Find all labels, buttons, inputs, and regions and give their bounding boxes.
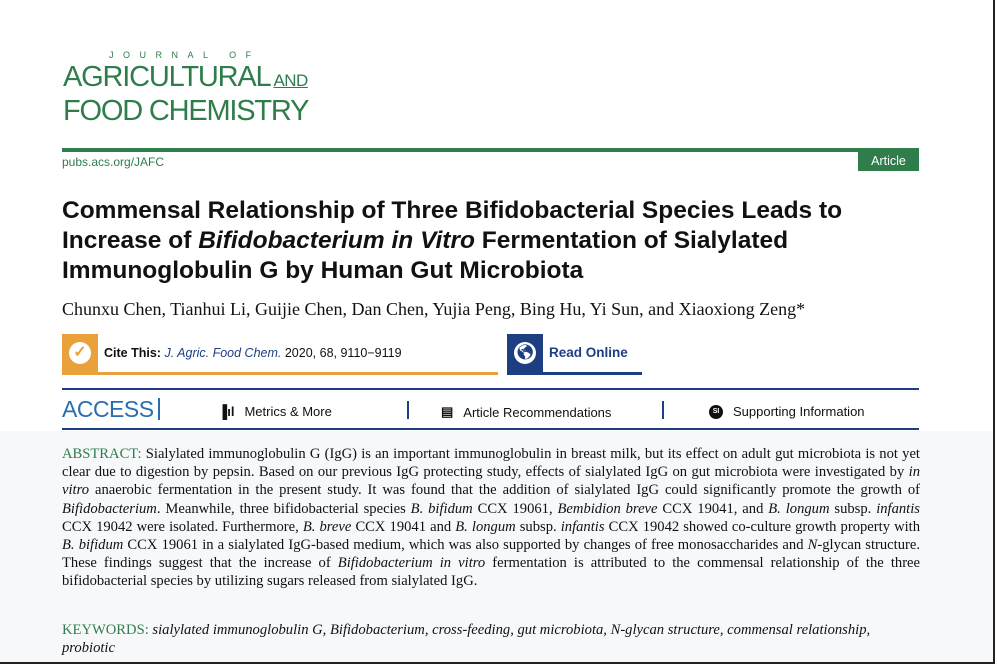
abstract-segment: anaerobic fermentation in the present st… [89, 482, 920, 499]
access-pipe [157, 398, 160, 420]
abstract-label: ABSTRACT: [62, 446, 142, 462]
journal-logo: JOURNAL OF AGRICULTURAL AND FOOD CHEMISTR… [63, 50, 309, 127]
si-icon: SI [709, 404, 723, 419]
abstract-segment: CCX 19061 in a sialylated IgG-based medi… [123, 537, 808, 554]
logo-journal-of: JOURNAL OF [109, 50, 261, 60]
abstract-segment: B. bifidum [62, 537, 124, 554]
keywords-text: sialylated immunoglobulin G, Bifidobacte… [62, 622, 871, 657]
article-type-badge: Article [858, 151, 919, 171]
title-part-2: Fermentation of Sialylated Immunoglobuli… [62, 227, 789, 284]
window-border-right [993, 0, 995, 664]
tab-separator [662, 401, 664, 419]
tab-article-recommendations[interactable]: ▤ Article Recommendations [441, 404, 611, 420]
cite-journal: J. Agric. Food Chem. [164, 346, 282, 360]
window-border-bottom [0, 662, 995, 664]
bar-chart-icon: ▐ıl [218, 404, 235, 419]
abstract-segment: CCX 19041 and [351, 518, 456, 535]
logo-agricultural: AGRICULTURAL [63, 61, 272, 93]
access-bar-bottom-rule [62, 428, 919, 430]
abstract-segment: CCX 19042 showed co-culture growth prope… [604, 518, 921, 535]
abstract-segment: -glycan structure. These findings sugges… [62, 537, 920, 572]
abstract-body: Sialylated immunoglobulin G (IgG) is an … [62, 446, 920, 589]
abstract-segment: infantis [876, 500, 920, 517]
abstract-segment: B. breve [302, 518, 352, 535]
read-online-button[interactable]: 🌎︎ Read Online [507, 334, 642, 375]
abstract-background [0, 431, 993, 662]
abstract-segment: infantis [560, 518, 605, 535]
access-text: ACCESS [62, 396, 154, 422]
tab-supporting-information[interactable]: SI Supporting Information [709, 404, 865, 419]
citation: Cite This: J. Agric. Food Chem. 2020, 68… [104, 346, 402, 360]
abstract-segment: Bifidobacterium [62, 500, 157, 517]
cite-label: Cite This: [104, 346, 161, 360]
abstract-segment: in vitro [62, 464, 920, 499]
logo-line-2: FOOD CHEMISTRY [63, 95, 309, 127]
title-part-1: Commensal Relationship of Three Bifidoba… [62, 197, 843, 254]
abstract-segment: B. bifidum [410, 500, 473, 517]
abstract-segment: B. longum [768, 500, 830, 517]
tab-label: Supporting Information [733, 404, 865, 419]
abstract-segment: N [807, 537, 818, 554]
header-divider [62, 148, 919, 152]
abstract-segment: subsp. [829, 500, 877, 517]
logo-and: AND [273, 71, 308, 90]
access-label: ACCESS [62, 396, 160, 423]
abstract-segment: Bembidion breve [557, 500, 658, 517]
abstract-segment: Sialylated immunoglobulin G (IgG) is an … [62, 446, 920, 481]
logo-line-1: AGRICULTURAL AND [63, 62, 308, 96]
access-bar-top-rule [62, 388, 919, 390]
read-online-label: Read Online [549, 345, 628, 360]
keywords: KEYWORDS: sialylated immunoglobulin G, B… [62, 621, 920, 657]
keywords-label: KEYWORDS: [62, 622, 149, 638]
author-list: Chunxu Chen, Tianhui Li, Guijie Chen, Da… [62, 299, 806, 319]
checkmark-icon: ✓ [62, 334, 98, 372]
tab-label: Metrics & More [244, 404, 332, 419]
tab-separator [407, 401, 409, 419]
abstract-segment: CCX 19042 were isolated. Furthermore, [62, 518, 303, 535]
abstract: ABSTRACT: Sialylated immunoglobulin G (I… [62, 445, 920, 591]
tab-label: Article Recommendations [463, 404, 612, 420]
abstract-segment: CCX 19041, and [657, 500, 769, 517]
article-title: Commensal Relationship of Three Bifidoba… [62, 196, 932, 286]
title-italic: Bifidobacterium in Vitro [198, 227, 475, 254]
abstract-segment: Bifidobacterium in vitro [337, 555, 486, 572]
abstract-segment: subsp. [515, 518, 561, 535]
cite-this-box[interactable]: ✓ Cite This: J. Agric. Food Chem. 2020, … [62, 334, 498, 375]
abstract-segment: . Meanwhile, three bifidobacterial speci… [156, 500, 411, 517]
tab-metrics-more[interactable]: ▐ıl Metrics & More [218, 404, 332, 419]
cite-details: 2020, 68, 9110−9119 [284, 346, 402, 360]
abstract-segment: CCX 19061, [472, 500, 558, 517]
journal-url-link[interactable]: pubs.acs.org/JAFC [62, 155, 165, 169]
globe-icon: 🌎︎ [507, 334, 543, 372]
abstract-segment: fermentation is attributed to the commen… [62, 555, 921, 590]
newspaper-icon: ▤ [441, 404, 454, 419]
abstract-segment: B. longum [455, 518, 516, 535]
